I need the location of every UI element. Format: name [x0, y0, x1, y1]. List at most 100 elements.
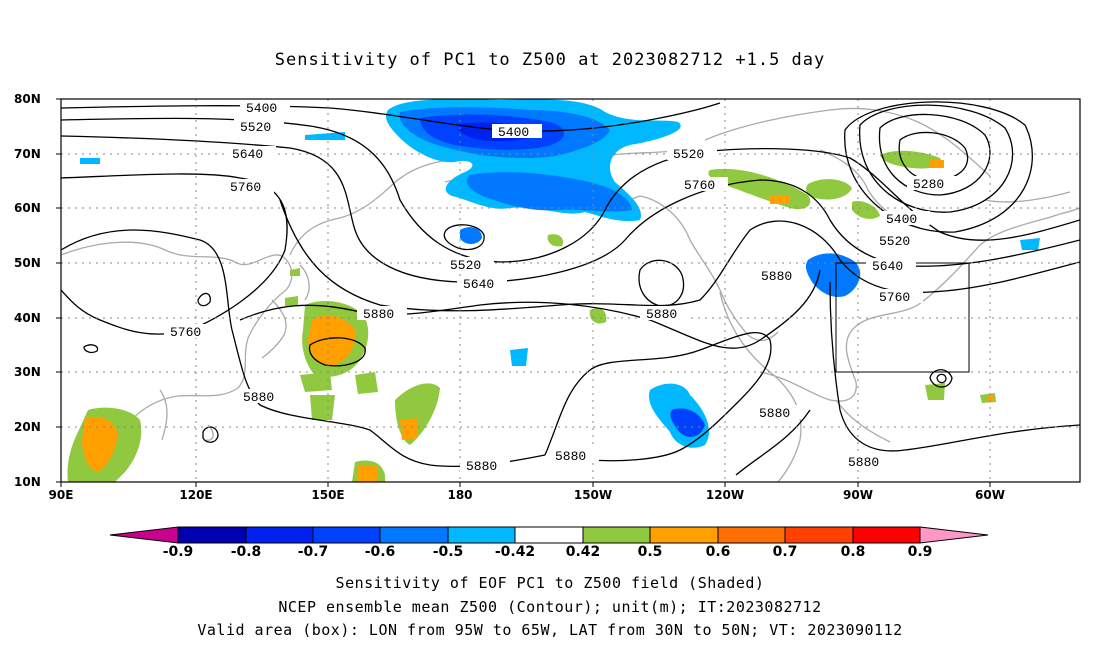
contour-label-5280: 5280 — [907, 176, 957, 192]
contour-label-text: 5400 — [498, 125, 529, 140]
contour-label-5400-a: 5400 — [240, 100, 290, 116]
lat-label-50n: 50N — [14, 256, 41, 270]
colorbar-swatch-6 — [514, 526, 584, 544]
colorbar-label: 0.6 — [705, 544, 731, 560]
contour-5880-c — [544, 332, 772, 462]
lat-label-10n: 10N — [14, 475, 41, 489]
chart-title: Sensitivity of PC1 to Z500 at 2023082712… — [274, 50, 826, 70]
caption-shading: Sensitivity of EOF PC1 to Z500 field (Sh… — [335, 574, 765, 592]
contour-label-text: 5520 — [450, 258, 481, 273]
contour-label-5880-e: 5880 — [640, 306, 690, 322]
colorbar-label: -0.9 — [162, 544, 194, 560]
contour-5520 — [61, 117, 1080, 263]
lon-label-150e: 150E — [311, 488, 345, 502]
lon-label-120e: 120E — [179, 488, 213, 502]
colorbar — [109, 526, 989, 544]
contour-label-text: 5760 — [230, 180, 261, 195]
contour-label-text: 5520 — [673, 147, 704, 162]
low-5280-3 — [859, 104, 1014, 213]
contour-label-5760-d: 5760 — [873, 289, 923, 305]
colorbar-swatch-7 — [582, 526, 651, 544]
colorbar-end-low — [109, 526, 179, 544]
lon-label-120w: 120W — [705, 488, 745, 502]
contour-5760-b — [279, 199, 1080, 312]
colorbar-swatch-11 — [852, 526, 921, 544]
contour-label-text: 5880 — [363, 307, 394, 322]
lon-label-150w: 150W — [573, 488, 613, 502]
contour-label-5520-c: 5520 — [444, 257, 494, 273]
lat-label-80n: 80N — [14, 92, 41, 106]
contour-5880-e — [735, 409, 811, 476]
colorbar-label: 0.9 — [907, 544, 933, 560]
contour-label-text: 5880 — [466, 459, 497, 474]
low-5760-b — [638, 259, 685, 307]
colorbar-end-high — [919, 526, 989, 544]
contour-label-5520-b: 5520 — [667, 146, 717, 162]
lat-label-40n: 40N — [14, 311, 41, 325]
colorbar-swatch-4 — [379, 526, 449, 544]
contour-label-5520-a: 5520 — [234, 119, 284, 135]
lon-label-90w: 90W — [843, 488, 873, 502]
colorbar-swatch-9 — [717, 526, 786, 544]
storm-2 — [936, 373, 947, 384]
contour-label-text: 5400 — [246, 101, 277, 116]
contour-label-text: 5760 — [170, 325, 201, 340]
low-5280-1 — [898, 131, 969, 181]
colorbar-swatch-2 — [245, 526, 314, 544]
contour-label-5640-c: 5640 — [457, 276, 507, 292]
contour-label-text: 5520 — [879, 234, 910, 249]
contour-label-5880-d: 5880 — [549, 448, 599, 464]
contour-label-text: 5880 — [761, 269, 792, 284]
contour-label-text: 5640 — [463, 277, 494, 292]
contour-label-5520-d: 5520 — [873, 233, 923, 249]
lon-label-180: 180 — [447, 488, 473, 502]
contour-label-5880-g: 5880 — [753, 405, 803, 421]
contour-5880-d — [829, 281, 1080, 452]
colorbar-swatch-8 — [649, 526, 719, 544]
contour-label-text: 5280 — [913, 177, 944, 192]
colorbar-label: -0.6 — [364, 544, 396, 560]
colorbar-label: -0.5 — [432, 544, 464, 560]
contour-label-5760-a: 5760 — [224, 179, 274, 195]
contour-label-5760-c: 5760 — [164, 324, 214, 340]
contour-label-text: 5880 — [243, 390, 274, 405]
contour-label-5400-b: 5400 — [492, 124, 542, 140]
low-5280-2 — [878, 113, 991, 196]
axis-ticks — [56, 98, 991, 487]
contour-label-5880-a: 5880 — [357, 306, 407, 322]
lat-label-30n: 30N — [14, 365, 41, 379]
contour-5760 — [61, 173, 288, 335]
contour-5400 — [61, 102, 721, 132]
lon-label-60w: 60W — [975, 488, 1005, 502]
contour-label-text: 5880 — [759, 406, 790, 421]
colorbar-label: 0.8 — [840, 544, 866, 560]
lon-label-90e: 90E — [48, 488, 74, 502]
contour-label-text: 5880 — [848, 455, 879, 470]
caption-valid-area: Valid area (box): LON from 95W to 65W, L… — [197, 621, 903, 639]
low-5280-4 — [844, 101, 1033, 233]
coastlines — [61, 107, 1080, 482]
contour-label-text: 5520 — [240, 120, 271, 135]
colorbar-label: -0.42 — [494, 544, 536, 560]
contour-labels: 5400 5520 5640 5760 5400 5520 5760 5520 … — [164, 100, 957, 474]
colorbar-label: -0.8 — [230, 544, 262, 560]
lat-label-70n: 70N — [14, 147, 41, 161]
contour-label-5880-f: 5880 — [755, 268, 805, 284]
high-5880-c — [83, 344, 99, 354]
contour-label-text: 5400 — [886, 212, 917, 227]
colorbar-label: 0.42 — [565, 544, 601, 560]
contour-label-text: 5760 — [879, 290, 910, 305]
contour-label-5400-c: 5400 — [880, 211, 930, 227]
high-5880-b — [197, 292, 211, 307]
colorbar-label: -0.7 — [297, 544, 329, 560]
colorbar-swatch-3 — [312, 526, 381, 544]
caption-contour: NCEP ensemble mean Z500 (Contour); unit(… — [278, 598, 822, 616]
contour-5880 — [239, 269, 821, 349]
colorbar-label: 0.5 — [637, 544, 663, 560]
contour-label-text: 5760 — [684, 178, 715, 193]
colorbar-swatch-5 — [447, 526, 516, 544]
colorbar-label: 0.7 — [772, 544, 798, 560]
lat-label-20n: 20N — [14, 420, 41, 434]
contour-label-text: 5640 — [232, 147, 263, 162]
